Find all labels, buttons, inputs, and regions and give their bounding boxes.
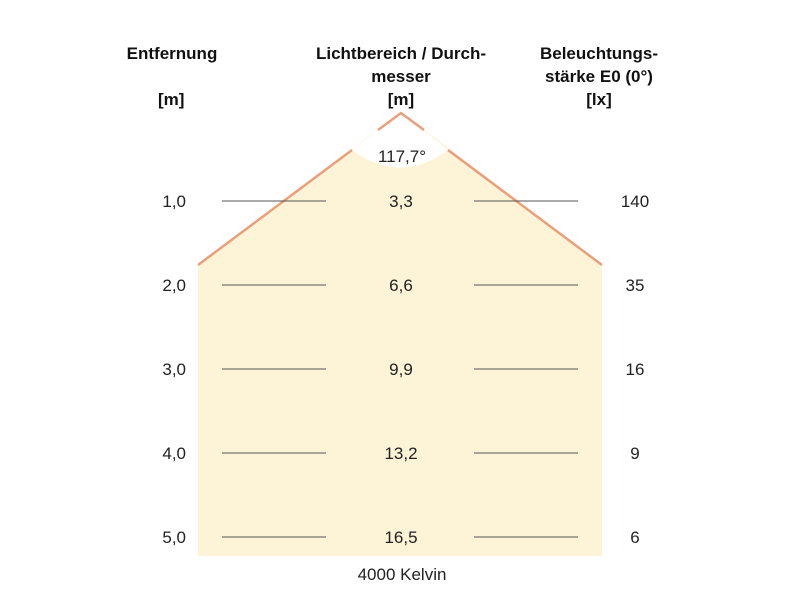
- cone-apex: [377, 111, 425, 132]
- distance-value: 5,0: [162, 528, 186, 547]
- illuminance-header-line2: stärke E0 (0°): [545, 67, 653, 86]
- illuminance-header-line1: Beleuchtungs-: [539, 44, 659, 63]
- beam-angle-label: 117,7°: [378, 147, 426, 166]
- cone-edge-left: [197, 148, 353, 267]
- distance-value: 3,0: [162, 360, 186, 379]
- light-cone-fill: [198, 112, 602, 556]
- illuminance-value: 16: [626, 360, 645, 379]
- distance-value: 4,0: [162, 444, 186, 463]
- illuminance-value: 6: [630, 528, 639, 547]
- diameter-value: 3,3: [389, 192, 413, 211]
- beam-angle-notch: [352, 112, 448, 168]
- diameter-header-line2: messer: [371, 67, 431, 86]
- diameter-value: 9,9: [389, 360, 413, 379]
- cone-edge-right: [447, 148, 603, 267]
- color-temperature-label: 4000 Kelvin: [358, 565, 447, 584]
- diameter-value: 6,6: [389, 276, 413, 295]
- illuminance-value: 9: [630, 444, 639, 463]
- diameter-header-unit: [m]: [387, 90, 415, 109]
- distance-value: 1,0: [162, 192, 186, 211]
- distance-rows: 1,0 3,3 140 2,0 6,6 35 3,0 9,9 16 4,0 13,2 9 5,0 16,5…: [162, 192, 649, 547]
- distance-header-unit: [m]: [158, 90, 185, 109]
- diameter-header: Lichtbereich / Durch- messer [m]: [300, 42, 502, 111]
- illuminance-header: Beleuchtungs- stärke E0 (0°) [lx]: [524, 42, 674, 111]
- illuminance-header-unit: [lx]: [586, 90, 612, 109]
- distance-value: 2,0: [162, 276, 186, 295]
- diameter-header-line1: Lichtbereich / Durch-: [315, 44, 487, 63]
- distance-header: Entfernung [m]: [110, 42, 234, 111]
- illuminance-value: 140: [621, 192, 649, 211]
- illuminance-value: 35: [626, 276, 645, 295]
- distance-header-title: Entfernung: [126, 44, 218, 63]
- diameter-value: 16,5: [384, 528, 417, 547]
- diameter-value: 13,2: [384, 444, 417, 463]
